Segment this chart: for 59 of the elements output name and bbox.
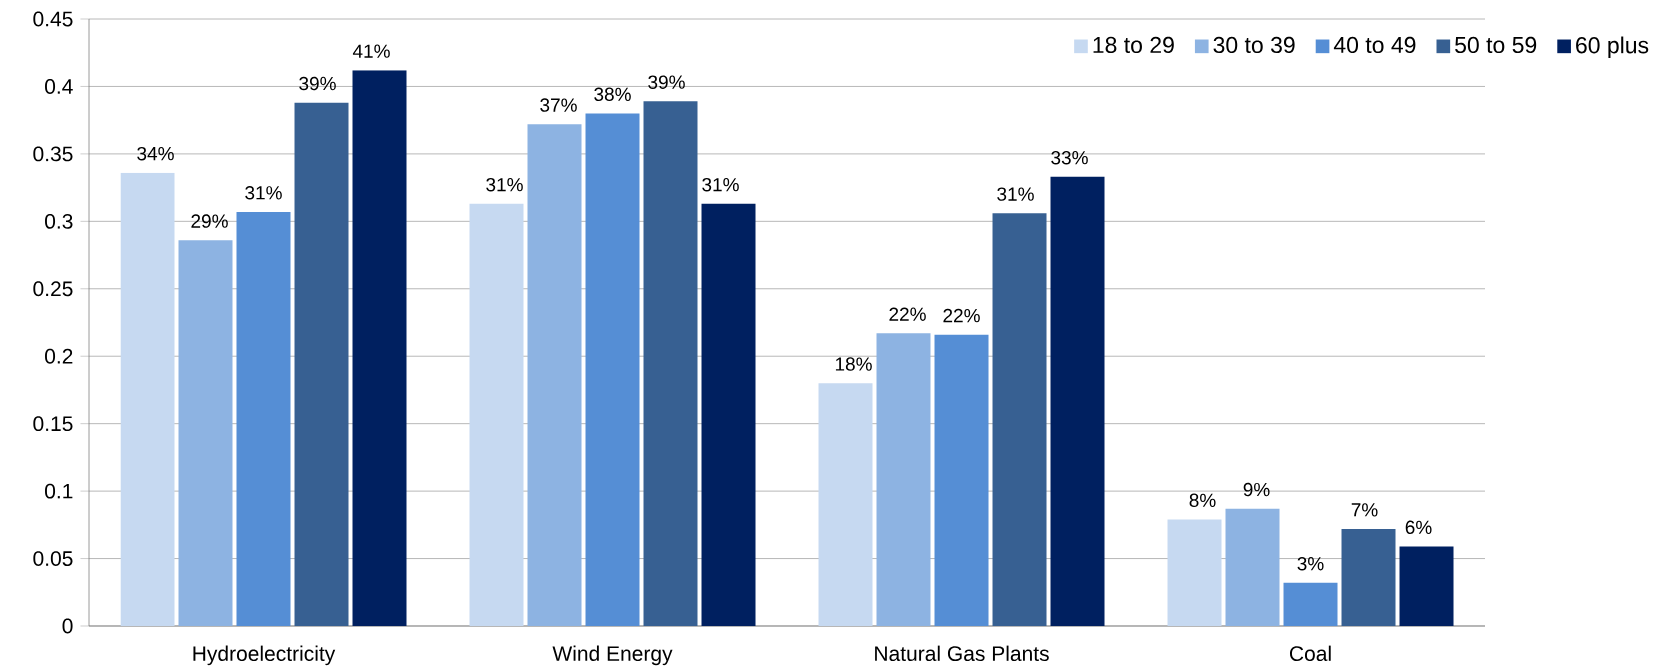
bar [236, 211, 291, 626]
bar [585, 113, 640, 626]
y-tick-label: 0.15 [33, 416, 73, 432]
x-tick-label: Hydroelectricity [193, 645, 336, 666]
data-label: 6% [1405, 520, 1432, 535]
legend-label: 50 to 59 [1455, 36, 1537, 54]
y-tick-label: 0.4 [45, 79, 73, 94]
y-tick-label: 0.3 [45, 213, 73, 229]
data-label: 9% [1243, 482, 1270, 497]
data-label: 41% [352, 44, 390, 58]
bar [1341, 528, 1396, 626]
x-tick-label: Natural Gas Plants [875, 645, 1049, 662]
data-label: 22% [943, 308, 980, 323]
bar [1283, 582, 1338, 626]
bar [876, 333, 931, 626]
data-label: 3% [1297, 556, 1324, 571]
x-tick-label: Coal [1289, 645, 1331, 662]
legend-label: 40 to 49 [1333, 36, 1416, 54]
bar [1399, 546, 1454, 626]
x-tick-label: Wind Energy [552, 645, 673, 666]
legend-label: 30 to 39 [1213, 36, 1295, 54]
bar [527, 124, 582, 626]
data-label: 39% [299, 76, 336, 91]
bar [294, 102, 349, 626]
data-label: 38% [594, 87, 631, 102]
y-tick-label: 0.45 [33, 11, 73, 27]
data-label: 33% [1051, 150, 1088, 165]
data-label: 31% [486, 177, 523, 192]
bar [469, 203, 524, 626]
y-tick-label: 0.25 [33, 281, 73, 297]
bar [1050, 176, 1105, 626]
data-label: 18% [835, 357, 872, 371]
bar [1167, 519, 1222, 626]
y-tick-label: 0 [62, 618, 73, 634]
bar [992, 213, 1047, 626]
bar [1225, 508, 1280, 626]
y-tick-label: 0.1 [45, 483, 73, 499]
data-label: 7% [1351, 503, 1378, 517]
bar [818, 383, 873, 626]
data-label: 31% [997, 187, 1034, 201]
bar [643, 101, 698, 626]
bar [934, 334, 989, 626]
data-label: 37% [540, 98, 577, 112]
y-tick-label: 0.05 [33, 551, 73, 567]
data-label: 39% [648, 75, 685, 89]
y-tick-label: 0.2 [45, 348, 73, 364]
data-label: 31% [245, 186, 282, 200]
bar [178, 240, 233, 626]
data-label: 31% [702, 177, 739, 192]
data-label: 8% [1189, 493, 1216, 508]
legend-label: 18 to 29 [1093, 36, 1174, 54]
data-label: 29% [191, 214, 228, 228]
y-tick-label: 0.35 [33, 146, 73, 162]
legend-label: 60 plus [1576, 36, 1649, 58]
bar [701, 203, 756, 626]
data-label: 22% [889, 307, 926, 321]
bar [352, 70, 407, 626]
bar [120, 172, 175, 626]
data-label: 34% [137, 146, 174, 161]
